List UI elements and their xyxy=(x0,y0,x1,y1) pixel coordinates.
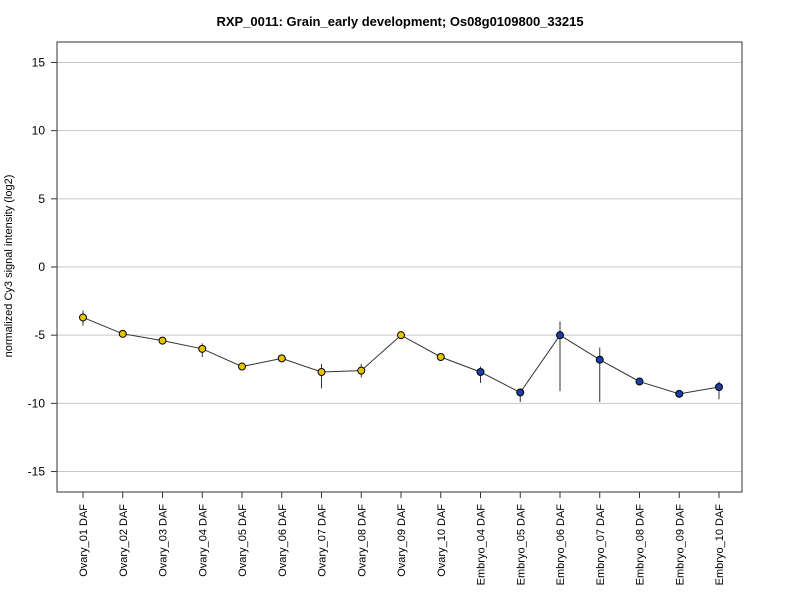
data-point xyxy=(715,383,723,391)
data-point xyxy=(595,355,604,364)
chart-title: RXP_0011: Grain_early development; Os08g… xyxy=(216,14,584,29)
data-point xyxy=(556,331,564,340)
x-tick-label: Ovary_10 DAF xyxy=(436,504,448,577)
y-tick-label: 15 xyxy=(32,55,46,69)
y-tick-label: 10 xyxy=(32,124,46,138)
x-tick-label: Embryo_08 DAF xyxy=(635,504,647,586)
y-tick-label: -15 xyxy=(28,465,46,479)
data-point xyxy=(397,331,405,340)
data-point xyxy=(635,377,644,386)
x-tick-label: Ovary_01 DAF xyxy=(78,504,90,577)
data-point xyxy=(118,329,127,338)
data-point xyxy=(476,368,485,376)
series-line-path xyxy=(82,316,720,395)
data-point xyxy=(675,389,684,398)
data-points xyxy=(79,313,723,398)
y-tick-label: 0 xyxy=(38,260,45,274)
x-tick-labels: Ovary_01 DAF Ovary_02 DAF Ovary_03 DAF Ovar… xyxy=(78,504,726,586)
x-tick-label: Embryo_06 DAF xyxy=(555,504,567,586)
x-tick-label: Ovary_05 DAF xyxy=(237,504,249,577)
x-tick-label: Ovary_02 DAF xyxy=(118,504,130,577)
x-tick-label: Embryo_10 DAF xyxy=(714,504,726,586)
data-point xyxy=(277,354,286,363)
data-point xyxy=(436,353,445,361)
y-tick-label: 5 xyxy=(38,192,45,206)
y-tick-label: -5 xyxy=(34,328,45,342)
x-tick-label: Embryo_05 DAF xyxy=(515,504,527,586)
x-tick-label: Ovary_07 DAF xyxy=(317,504,329,577)
error-bars xyxy=(82,310,720,402)
axes: 15 10 5 0 -5 -10 -15 xyxy=(28,55,720,498)
x-tick-label: Ovary_09 DAF xyxy=(396,504,408,577)
x-tick-label: Embryo_09 DAF xyxy=(674,504,686,586)
data-point xyxy=(238,362,246,371)
y-tick-label: -10 xyxy=(28,396,46,410)
x-tick-label: Ovary_06 DAF xyxy=(277,504,289,577)
data-point xyxy=(158,336,167,345)
x-tick-label: Embryo_04 DAF xyxy=(476,504,488,586)
x-tick-label: Ovary_03 DAF xyxy=(158,504,170,577)
x-tick-label: Ovary_04 DAF xyxy=(197,504,209,577)
x-tick-label: Ovary_08 DAF xyxy=(356,504,368,577)
data-point xyxy=(317,368,326,376)
data-point xyxy=(79,313,87,322)
grid-lines xyxy=(57,61,742,473)
data-point xyxy=(357,366,366,375)
x-tick-label: Embryo_07 DAF xyxy=(595,504,607,586)
series-line xyxy=(82,316,720,395)
data-point xyxy=(198,344,207,353)
data-point xyxy=(516,388,525,397)
